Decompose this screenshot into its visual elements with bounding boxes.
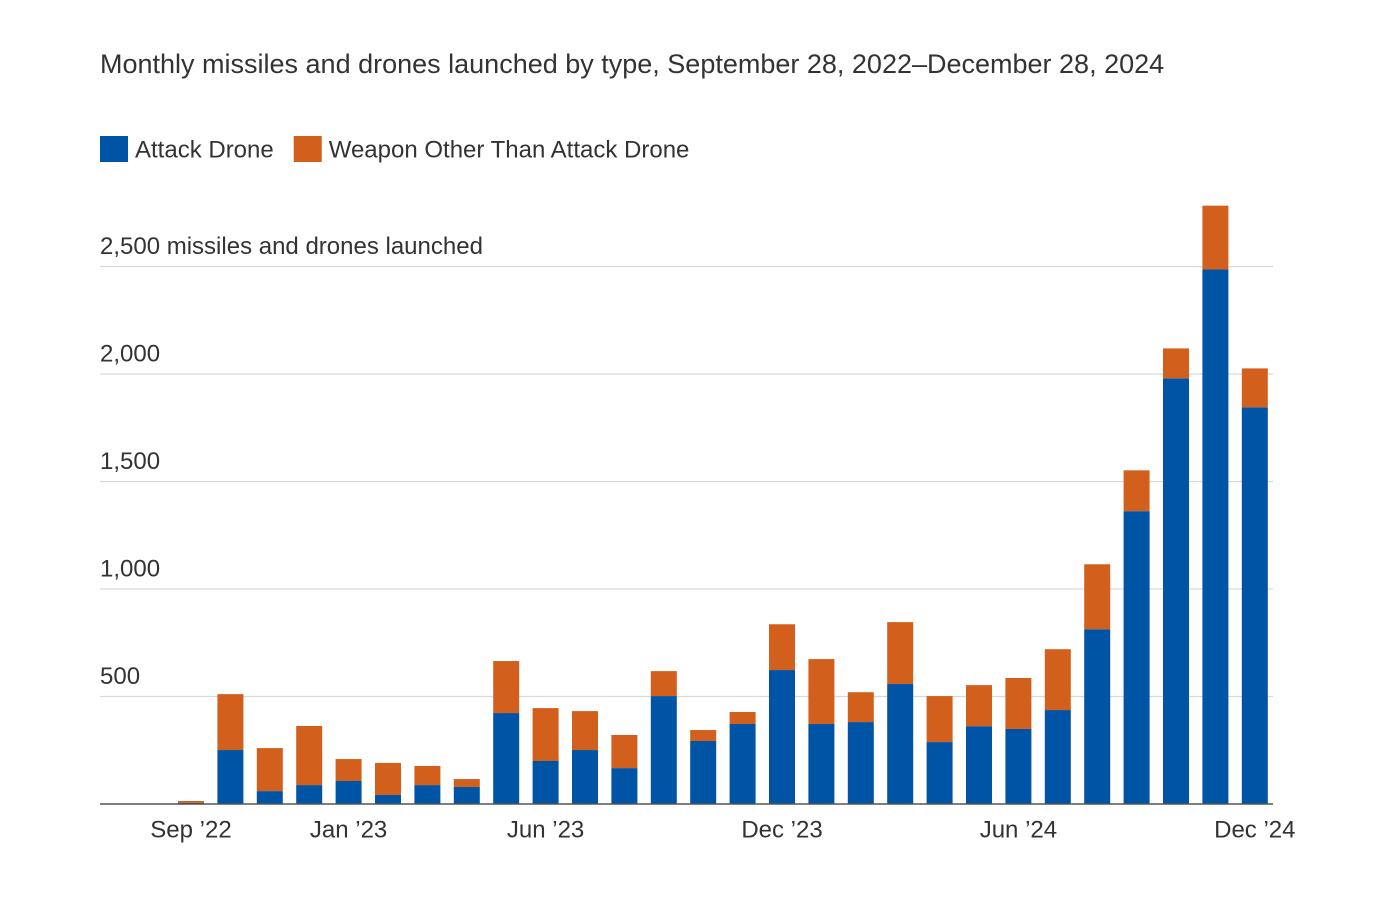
bar-segment xyxy=(256,748,283,792)
bar-segment xyxy=(453,787,480,804)
bar-segment xyxy=(650,671,677,697)
bar-segment xyxy=(729,724,756,804)
bar-segment xyxy=(335,780,362,804)
x-tick-label: Jun ’24 xyxy=(980,816,1057,843)
bar-segment xyxy=(1005,678,1032,729)
bar-segment xyxy=(1163,378,1189,804)
legend-label: Weapon Other Than Attack Drone xyxy=(329,136,690,163)
x-tick-label: Jun ’23 xyxy=(507,816,584,843)
x-tick-label: Jan ’23 xyxy=(310,816,387,843)
bar-segment xyxy=(335,759,362,781)
bar-segment xyxy=(296,725,323,786)
bar-segment xyxy=(690,730,717,742)
bar-segment xyxy=(1202,269,1229,804)
bar-segment xyxy=(887,684,914,804)
bar-segment xyxy=(217,750,244,804)
bar-segment xyxy=(375,794,401,804)
bar-segment xyxy=(414,785,441,804)
bar-segment xyxy=(966,685,992,727)
bar-segment xyxy=(1241,407,1268,804)
bar-segment xyxy=(532,708,559,761)
bar-segment xyxy=(1044,649,1071,711)
bar-segment xyxy=(769,670,795,804)
bar-segment xyxy=(887,622,914,685)
bar-segment xyxy=(1084,564,1111,630)
bar-segment xyxy=(926,696,953,743)
bar-segment xyxy=(414,765,441,786)
bar-segment xyxy=(572,711,598,751)
bar-segment xyxy=(847,692,874,723)
bar-segment xyxy=(532,761,559,804)
y-tick-label: 2,000 xyxy=(100,340,160,367)
bar-segment xyxy=(650,696,677,804)
bar-segment xyxy=(1044,710,1071,804)
bar-segment xyxy=(808,724,835,804)
bar-segment xyxy=(493,713,520,804)
bar-segment xyxy=(808,659,835,725)
bar-segment xyxy=(1123,470,1150,512)
y-tick-label: 500 xyxy=(100,663,140,690)
bar-segment xyxy=(926,742,953,804)
bar-segment xyxy=(1241,368,1268,408)
x-tick-label: Dec ’24 xyxy=(1214,816,1295,843)
bar-segment xyxy=(1163,348,1189,379)
legend-label: Attack Drone xyxy=(135,136,274,163)
y-tick-label: 2,500 missiles and drones launched xyxy=(100,233,483,260)
bar-segment xyxy=(217,694,244,751)
bar-segment xyxy=(1084,629,1111,804)
x-tick-label: Dec ’23 xyxy=(741,816,822,843)
bar-segment xyxy=(178,800,204,803)
bar-segment xyxy=(256,791,283,804)
bar-segment xyxy=(847,722,874,804)
bar-segment xyxy=(1123,511,1150,804)
bar-segment xyxy=(611,734,638,769)
bar-segment xyxy=(296,785,323,804)
bar-segment xyxy=(493,661,520,714)
bar-segment xyxy=(769,624,795,671)
y-tick-label: 1,000 xyxy=(100,555,160,582)
bar-segment xyxy=(572,750,598,804)
bar-segment xyxy=(966,726,992,804)
bar-segment xyxy=(1005,728,1032,804)
bar-segment xyxy=(729,711,756,725)
chart-title: Monthly missiles and drones launched by … xyxy=(100,49,1164,79)
bar-segment xyxy=(690,741,717,804)
bar-segment xyxy=(375,762,401,795)
bar-segment xyxy=(453,779,480,788)
legend-swatch xyxy=(100,136,128,162)
bar-segment xyxy=(611,768,638,804)
legend-swatch xyxy=(293,136,322,162)
y-tick-label: 1,500 xyxy=(100,448,160,475)
x-tick-label: Sep ’22 xyxy=(150,816,231,843)
bar-segment xyxy=(1202,205,1229,270)
